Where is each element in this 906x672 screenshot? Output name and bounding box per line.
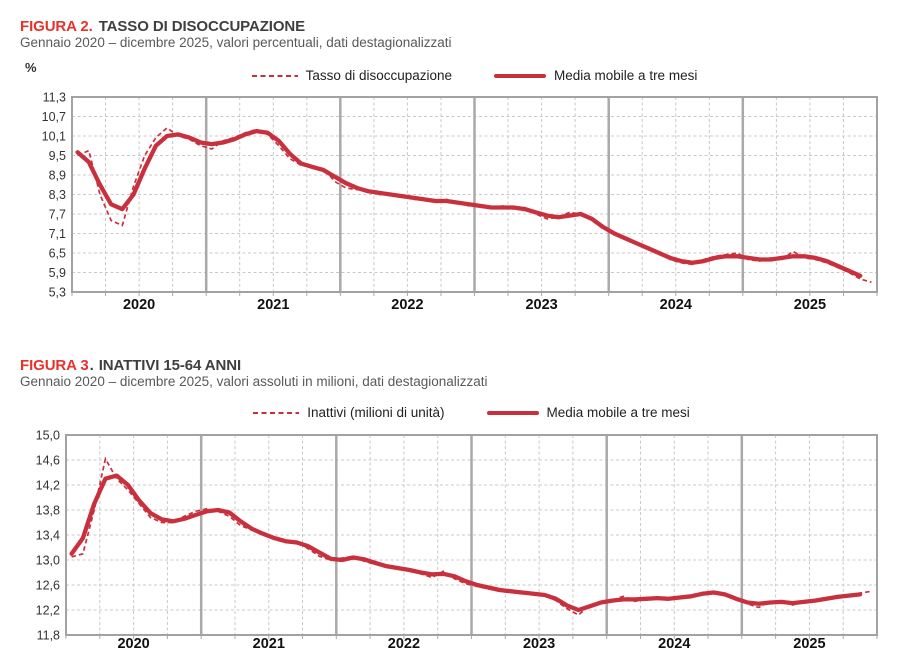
legend-label-media-1: Media mobile a tre mesi — [554, 68, 698, 83]
legend-label-media-2: Media mobile a tre mesi — [546, 405, 690, 420]
legend-item-inattivi: Inattivi (milioni di unità) — [253, 405, 445, 420]
svg-text:14,2: 14,2 — [36, 479, 60, 493]
figure2-title-text: TASSO DI DISOCCUPAZIONE — [98, 18, 306, 36]
svg-text:7,1: 7,1 — [49, 227, 66, 241]
svg-text:2021: 2021 — [257, 297, 289, 313]
svg-text:12,6: 12,6 — [36, 579, 60, 593]
svg-text:12,2: 12,2 — [36, 604, 60, 618]
legend-item-tasso: Tasso di disoccupazione — [251, 68, 453, 83]
figure2-subtitle: Gennaio 2020 – dicembre 2025, valori per… — [20, 34, 452, 50]
svg-text:2025: 2025 — [794, 297, 826, 313]
figure2-chart: 11,3 10,7 10,1 9,5 8,9 8,3 7,7 7,1 6,5 5,9 5,3 2020… — [0, 88, 906, 320]
svg-text:13,4: 13,4 — [36, 529, 60, 543]
svg-text:2020: 2020 — [117, 636, 149, 652]
svg-text:14,6: 14,6 — [36, 454, 60, 468]
svg-text:7,7: 7,7 — [49, 208, 66, 222]
svg-text:5,3: 5,3 — [49, 286, 66, 300]
figura3-svg: 15,0 14,6 14,2 13,8 13,4 13,0 12,6 12,2 11,8 2020… — [36, 429, 878, 652]
solid-line-icon — [486, 410, 539, 415]
figure3-title-sep: . — [89, 357, 94, 375]
svg-text:2024: 2024 — [658, 636, 690, 652]
svg-text:11,8: 11,8 — [37, 629, 60, 643]
figure3-title-text: INATTIVI 15-64 ANNI — [98, 357, 242, 375]
legend-item-media-1: Media mobile a tre mesi — [494, 68, 697, 83]
figure3-subtitle: Gennaio 2020 – dicembre 2025, valori ass… — [20, 373, 488, 389]
figure2-title: FIGURA 2. TASSO DI DISOCCUPAZIONE — [20, 18, 305, 35]
svg-text:13,0: 13,0 — [36, 554, 60, 568]
svg-text:2025: 2025 — [793, 636, 825, 652]
figura2-svg: 11,3 10,7 10,1 9,5 8,9 8,3 7,7 7,1 6,5 5,9 5,3 2020… — [42, 91, 878, 313]
svg-text:5,9: 5,9 — [49, 266, 66, 280]
svg-text:10,7: 10,7 — [42, 110, 66, 124]
svg-text:6,5: 6,5 — [49, 247, 66, 261]
svg-text:2022: 2022 — [388, 636, 420, 652]
figure3-chart: 15,0 14,6 14,2 13,8 13,4 13,0 12,6 12,2 11,8 2020… — [0, 425, 906, 672]
figure3-legend: Inattivi (milioni di unità) Media mobile… — [66, 405, 877, 420]
figure2-unit-label: % — [25, 60, 37, 75]
figure3-label: FIGURA 3 — [20, 357, 89, 375]
svg-text:2023: 2023 — [523, 636, 555, 652]
svg-text:13,8: 13,8 — [36, 504, 60, 518]
legend-label-inattivi: Inattivi (milioni di unità) — [307, 405, 445, 420]
svg-text:2021: 2021 — [253, 636, 285, 652]
legend-item-media-2: Media mobile a tre mesi — [486, 405, 690, 420]
svg-text:15,0: 15,0 — [36, 429, 60, 443]
svg-text:2024: 2024 — [660, 297, 692, 313]
svg-text:2022: 2022 — [391, 297, 423, 313]
svg-text:8,9: 8,9 — [49, 169, 66, 183]
legend-label-tasso: Tasso di disoccupazione — [305, 68, 453, 83]
svg-text:10,1: 10,1 — [42, 130, 66, 144]
figure3-title: FIGURA 3. INATTIVI 15-64 ANNI — [20, 357, 241, 374]
figure2-label: FIGURA 2. — [20, 18, 93, 36]
svg-text:11,3: 11,3 — [43, 91, 66, 105]
svg-text:9,5: 9,5 — [49, 149, 66, 163]
svg-text:2020: 2020 — [123, 297, 155, 313]
solid-line-icon — [494, 73, 547, 78]
dashed-line-icon — [251, 74, 298, 77]
svg-text:8,3: 8,3 — [49, 188, 66, 202]
svg-text:2023: 2023 — [525, 297, 557, 313]
dashed-line-icon — [253, 411, 300, 414]
figure2-legend: Tasso di disoccupazione Media mobile a t… — [72, 68, 877, 83]
